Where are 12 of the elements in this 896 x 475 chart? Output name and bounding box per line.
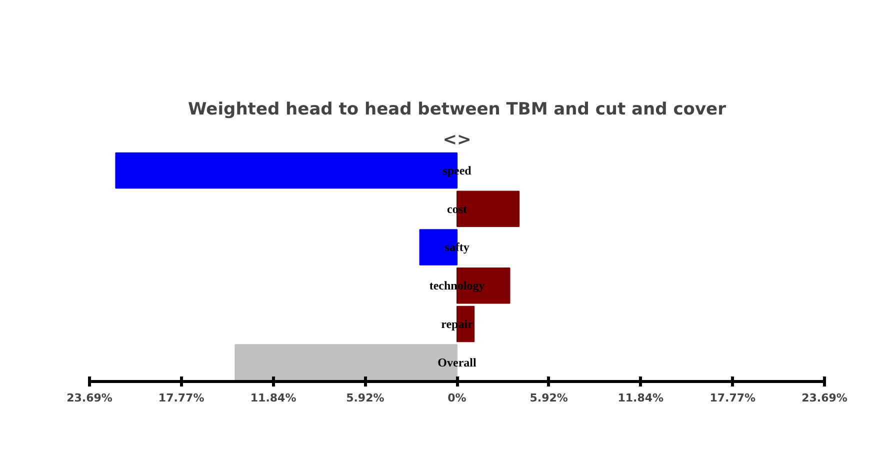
x-tick-label: 5.92% bbox=[530, 392, 568, 404]
x-tick-label: 11.84% bbox=[250, 392, 296, 404]
x-tick-label: 23.69% bbox=[802, 392, 848, 404]
x-tick-label: 17.77% bbox=[158, 392, 204, 404]
x-tick-label: 17.77% bbox=[710, 392, 756, 404]
x-tick-label: 23.69% bbox=[66, 392, 112, 404]
text: <> bbox=[442, 130, 472, 150]
x-tick-label: 11.84% bbox=[618, 392, 664, 404]
chart-title: Weighted head to head between TBM and cut and cover bbox=[188, 100, 727, 120]
x-tick-label: 5.92% bbox=[346, 392, 384, 404]
y-tick-label: Overall bbox=[438, 355, 477, 370]
x-tick-label: 0% bbox=[448, 392, 466, 404]
